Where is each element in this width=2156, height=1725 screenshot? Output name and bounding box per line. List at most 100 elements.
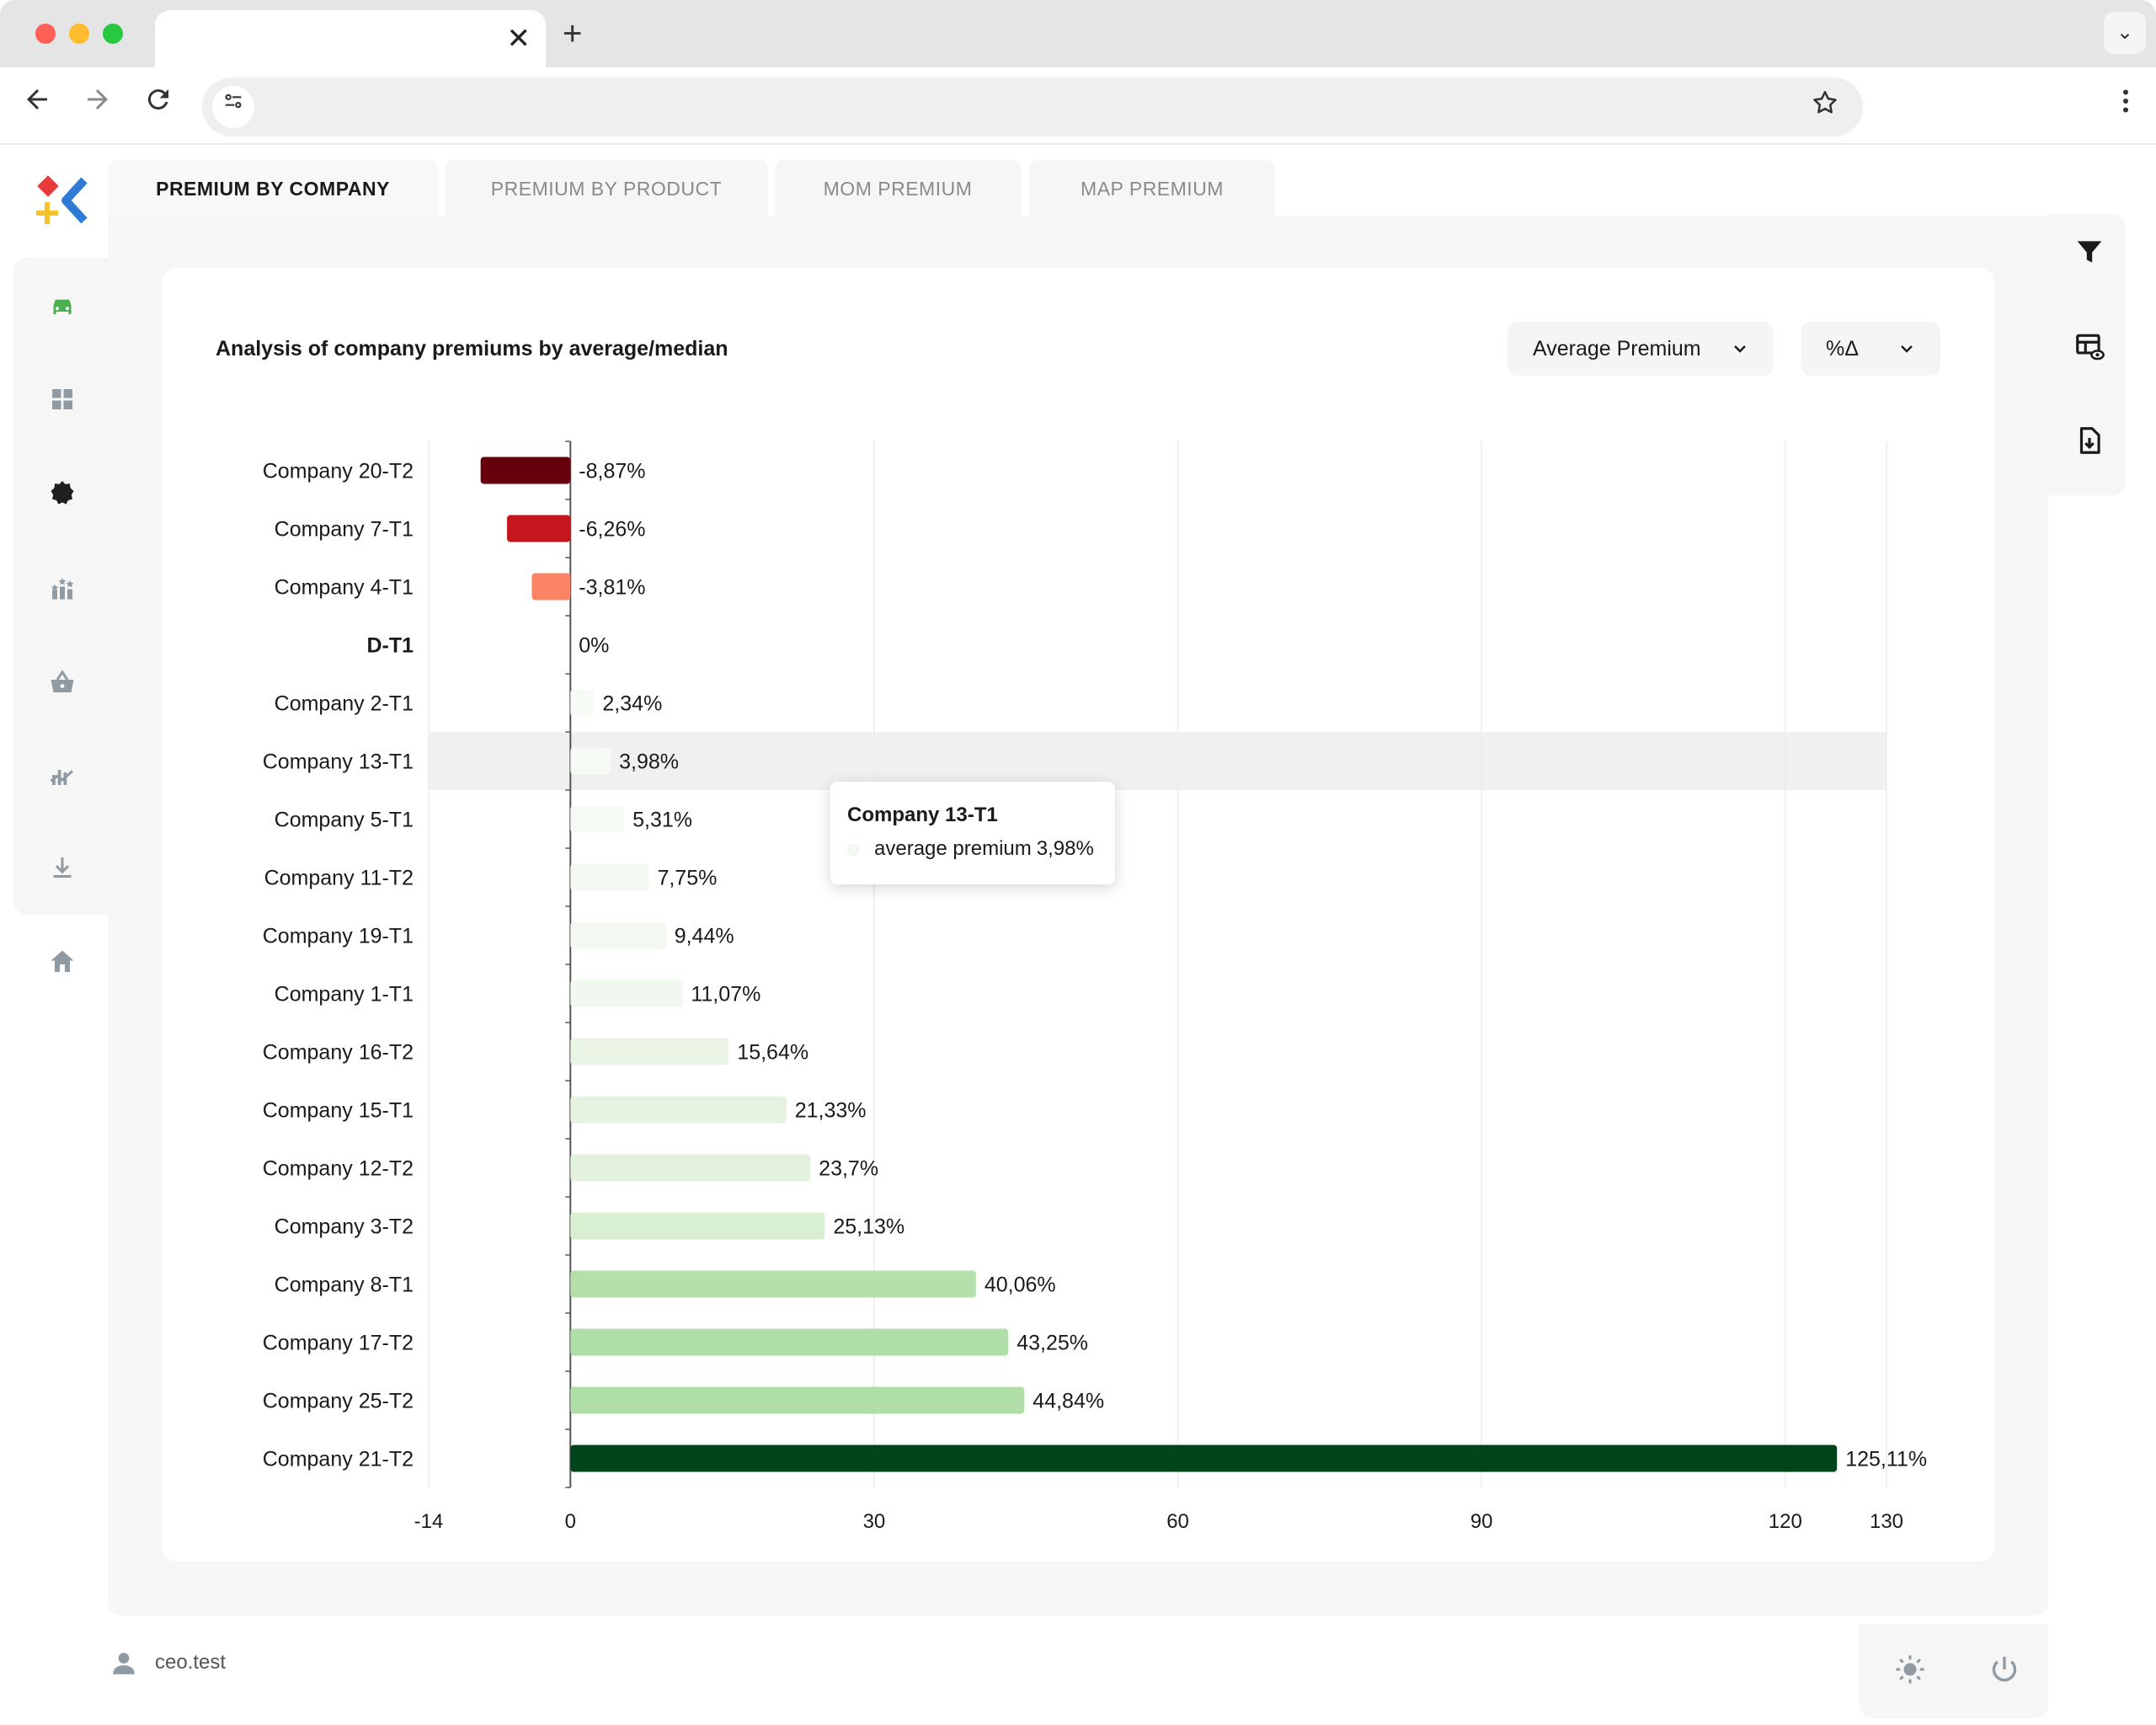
user-icon (109, 1649, 138, 1678)
hover-band (429, 732, 1886, 790)
data-label: 2,34% (602, 692, 662, 716)
plus-icon[interactable]: + (563, 15, 583, 52)
bar (570, 747, 611, 775)
bar (570, 980, 683, 1007)
export-file-icon[interactable] (2073, 425, 2105, 457)
table-view-icon[interactable] (2073, 330, 2105, 362)
tune-icon[interactable] (212, 86, 254, 128)
category-label: Company 17-T2 (263, 1332, 414, 1355)
category-label: Company 4-T1 (275, 576, 414, 600)
data-label: 3,98% (619, 750, 679, 774)
ranking-icon[interactable] (47, 573, 77, 603)
tab-premium-by-company[interactable]: PREMIUM BY COMPANY (108, 160, 438, 217)
mode-select-value: %Δ (1826, 337, 1859, 360)
arrow-left-icon[interactable] (22, 84, 52, 123)
category-label: Company 21-T2 (263, 1448, 414, 1471)
category-label: Company 15-T1 (263, 1099, 414, 1123)
category-label: D-T1 (366, 634, 414, 658)
badge-icon[interactable] (47, 478, 77, 509)
data-label: 11,07% (691, 983, 760, 1007)
footer-actions (1860, 1624, 2048, 1718)
dashboard-icon[interactable] (47, 384, 77, 414)
category-label: Company 5-T1 (275, 809, 414, 832)
tab-mom-premium[interactable]: MOM PREMIUM (775, 160, 1021, 217)
bar (570, 805, 625, 833)
data-label: 0% (579, 634, 609, 658)
bar (480, 457, 571, 484)
maximize-window-button[interactable] (103, 24, 123, 44)
bar (570, 1270, 976, 1298)
app-logo[interactable] (34, 175, 89, 231)
close-window-button[interactable] (35, 24, 56, 44)
bar (570, 921, 666, 949)
category-label: Company 12-T2 (263, 1157, 414, 1181)
metric-select[interactable]: Average Premium (1508, 322, 1774, 376)
chart-card: Analysis of company premiums by average/… (162, 268, 1994, 1562)
close-icon[interactable]: ✕ (506, 23, 531, 55)
minimize-window-button[interactable] (69, 24, 89, 44)
category-label: Company 8-T1 (275, 1274, 414, 1297)
kebab-icon[interactable] (2121, 86, 2131, 125)
category-label: Company 19-T1 (263, 925, 414, 948)
bar (570, 1212, 825, 1240)
bar (570, 1328, 1009, 1356)
data-label: 23,7% (819, 1157, 878, 1181)
home-icon[interactable] (47, 947, 77, 977)
tooltip-title: Company 13-T1 (847, 804, 998, 826)
browser-tab[interactable]: ✕ (155, 10, 546, 67)
power-icon[interactable] (1988, 1653, 2021, 1686)
arrow-right-icon[interactable] (83, 84, 113, 123)
category-label: Company 25-T2 (263, 1390, 414, 1413)
tab-map-premium[interactable]: MAP PREMIUM (1029, 160, 1275, 217)
category-label: Company 7-T1 (275, 518, 414, 542)
right-toolbar (2048, 214, 2126, 495)
tooltip-series-name: average premium (874, 837, 1032, 860)
data-label: 15,64% (737, 1041, 808, 1065)
star-icon[interactable] (1811, 86, 1839, 128)
bar (570, 1096, 787, 1124)
trend-chart-icon[interactable] (47, 760, 77, 790)
data-label: -8,87% (579, 460, 645, 483)
footer: ceo.test (0, 1624, 2156, 1725)
chevron-down-icon (1732, 322, 1748, 398)
basket-icon[interactable] (47, 667, 77, 697)
bar (570, 689, 595, 717)
car-icon[interactable] (47, 291, 77, 322)
x-tick-label: 90 (1470, 1510, 1493, 1533)
mode-select[interactable]: %Δ (1801, 322, 1940, 376)
category-label: Company 13-T1 (263, 750, 414, 774)
data-label: 5,31% (632, 809, 692, 832)
reload-icon[interactable] (143, 84, 173, 123)
data-label: 40,06% (985, 1274, 1056, 1297)
category-label: Company 20-T2 (263, 460, 414, 483)
chevron-down-icon[interactable]: ⌄ (2104, 12, 2146, 54)
data-label: 125,11% (1845, 1448, 1927, 1471)
data-label: -6,26% (579, 518, 645, 542)
tab-premium-by-product[interactable]: PREMIUM BY PRODUCT (445, 160, 768, 217)
data-label: 21,33% (795, 1099, 867, 1123)
chevron-down-icon (1898, 322, 1915, 398)
download-icon[interactable] (47, 852, 77, 883)
x-tick-label: -14 (414, 1510, 444, 1533)
category-label: Company 2-T1 (275, 692, 414, 716)
filter-icon[interactable] (2073, 236, 2105, 268)
username: ceo.test (155, 1651, 227, 1674)
data-label: 9,44% (675, 925, 734, 948)
tooltip-series-swatch (847, 844, 859, 856)
x-tick-label: 0 (565, 1510, 576, 1533)
category-label: Company 16-T2 (263, 1041, 414, 1065)
bar-chart: Company 20-T2 -8,87% Company 7-T1 -6,26% Com… (263, 441, 1927, 1533)
address-bar[interactable] (202, 77, 1863, 136)
x-tick-label: 130 (1870, 1510, 1903, 1533)
x-tick-label: 120 (1769, 1510, 1802, 1533)
tooltip-series-row: average premium 3,98% (874, 837, 1094, 861)
data-label: 25,13% (833, 1215, 905, 1239)
sun-icon[interactable] (1893, 1653, 1927, 1686)
category-label: Company 1-T1 (275, 983, 414, 1007)
bar (531, 573, 571, 601)
data-label: 44,84% (1033, 1390, 1104, 1413)
x-tick-label: 60 (1166, 1510, 1189, 1533)
category-label: Company 11-T2 (264, 867, 414, 890)
metric-select-value: Average Premium (1533, 337, 1701, 360)
bar (570, 1038, 729, 1065)
